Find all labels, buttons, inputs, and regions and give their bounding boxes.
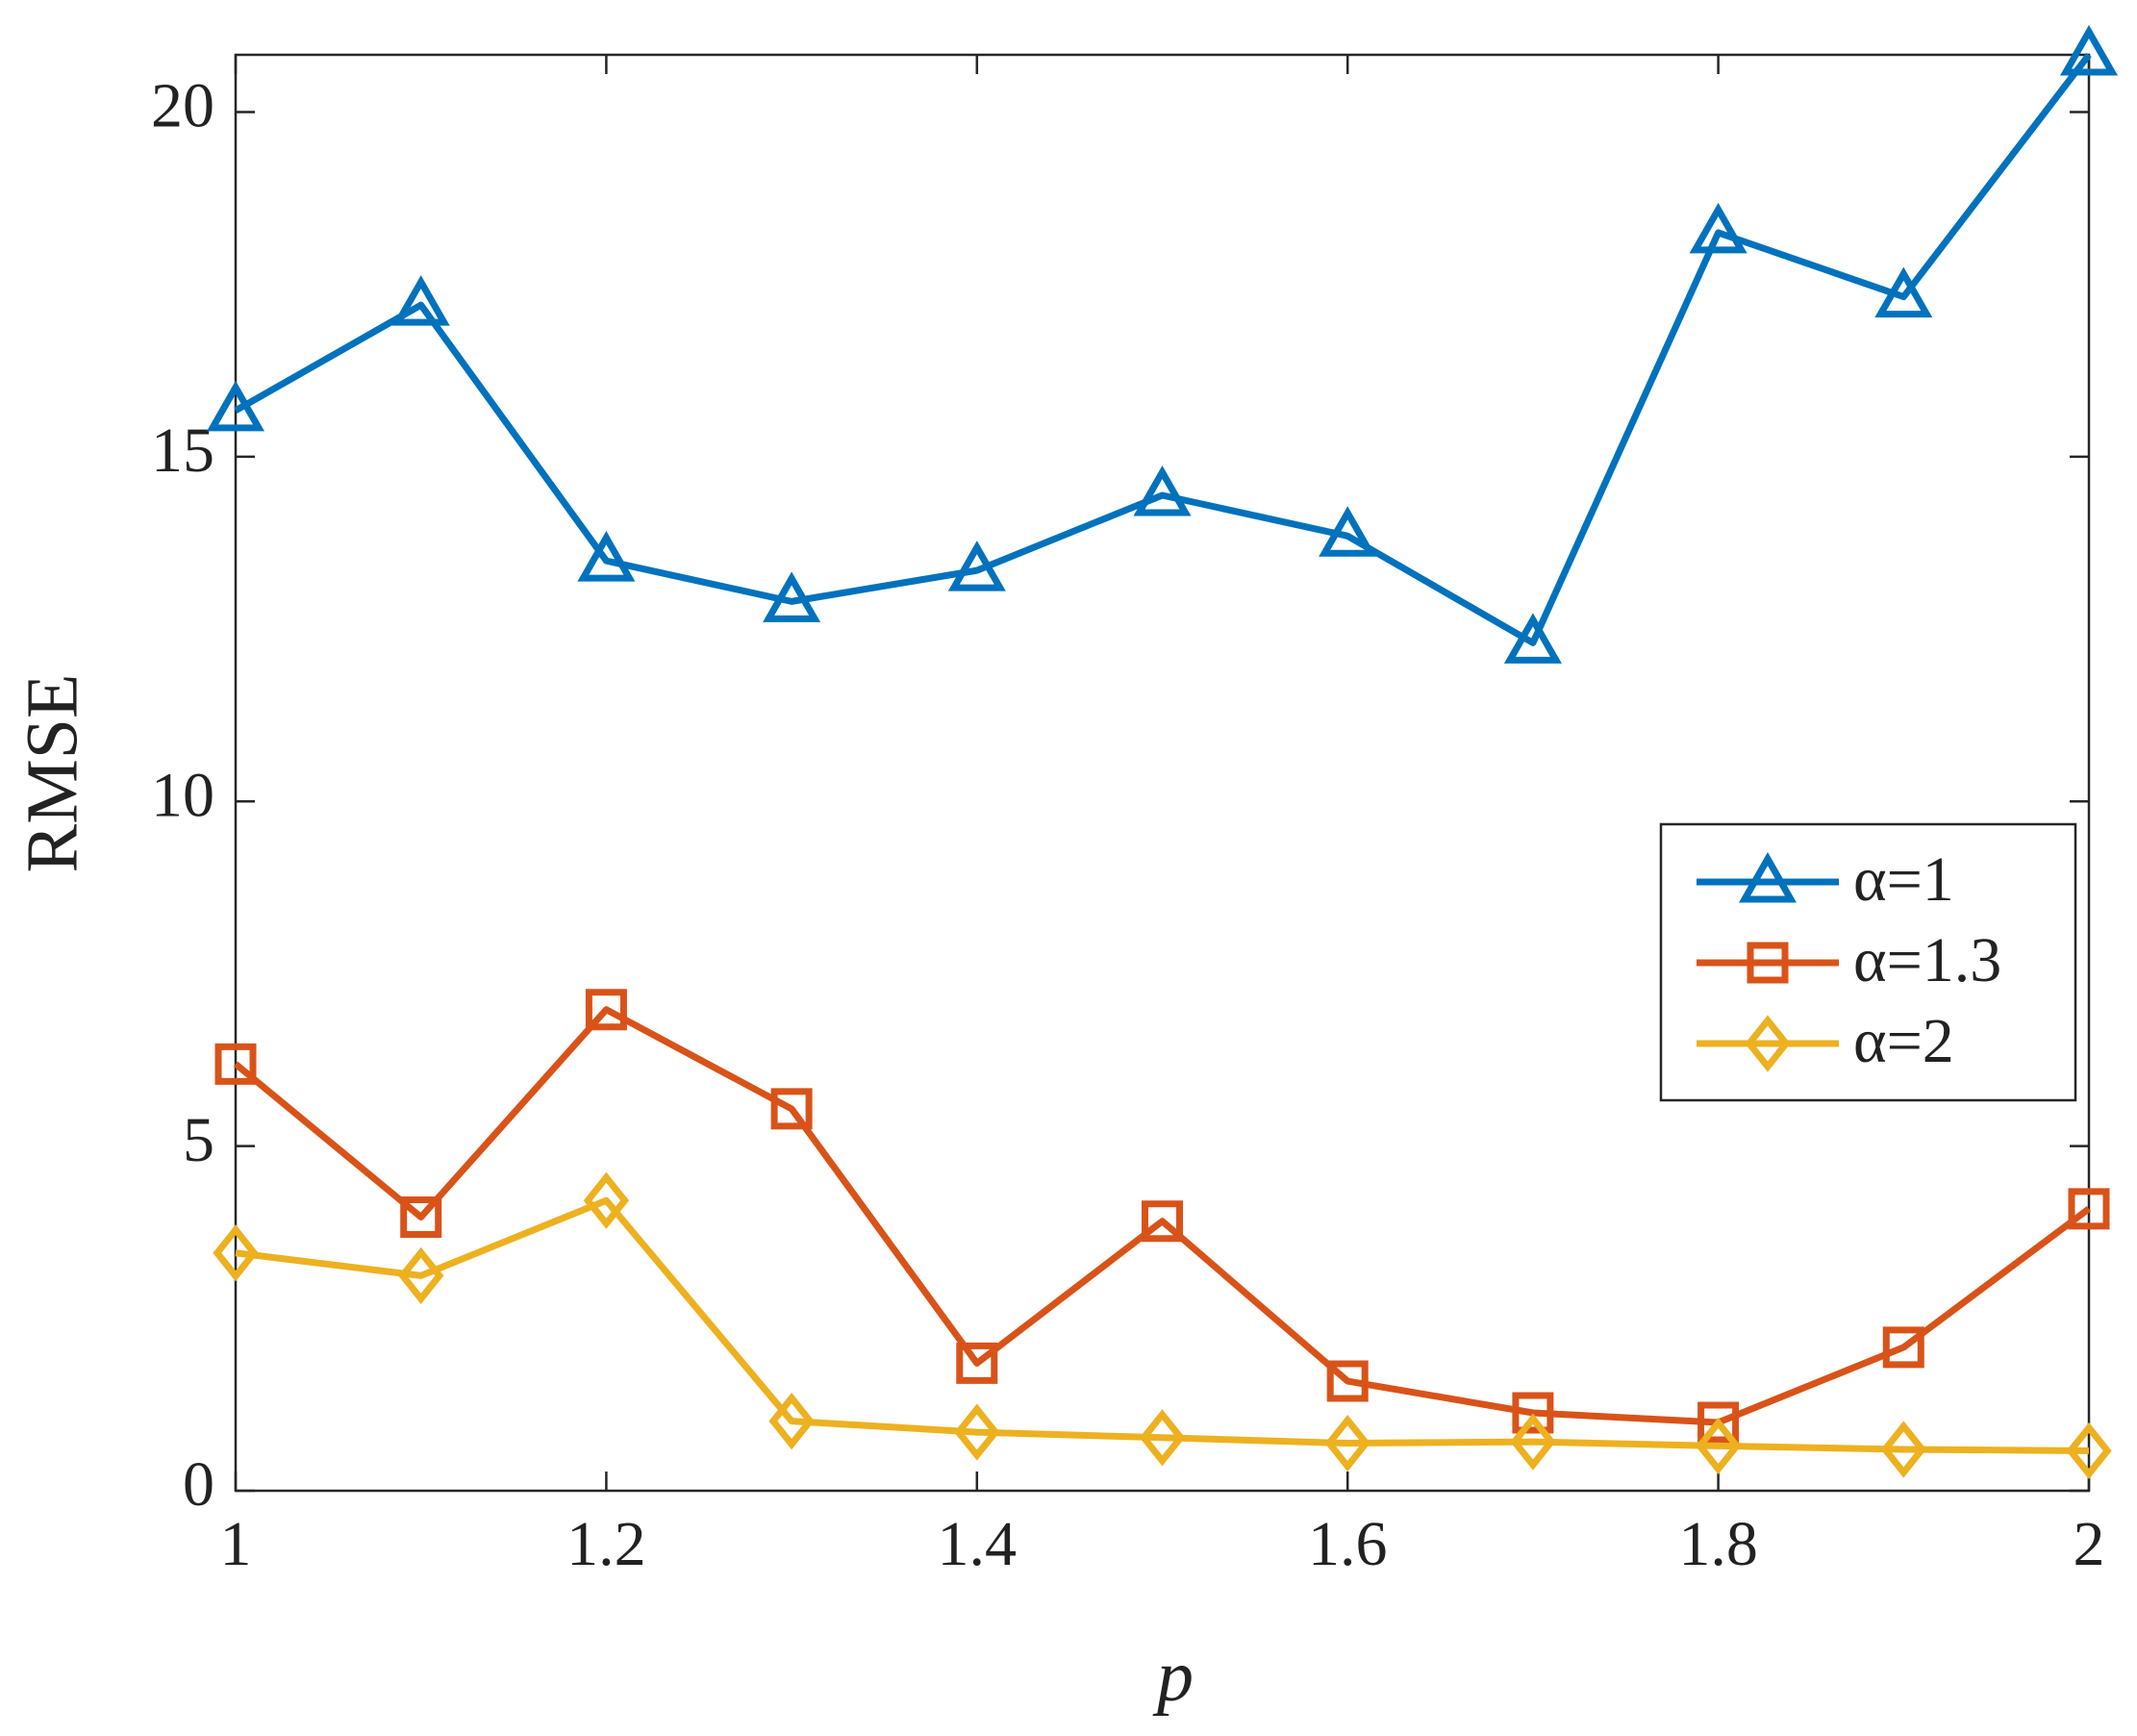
y-tick-label: 20 <box>151 71 214 141</box>
data-point <box>213 1224 259 1282</box>
x-tick-label: 1.6 <box>1308 1509 1388 1579</box>
data-point <box>763 571 821 622</box>
legend-marker <box>1738 851 1798 903</box>
data-point <box>1882 1326 1924 1369</box>
data-point <box>1695 1417 1742 1475</box>
series-line <box>234 52 2092 646</box>
x-tick-label: 2 <box>2074 1509 2105 1579</box>
data-point <box>1142 1200 1183 1243</box>
x-tick-label: 1.8 <box>1678 1509 1758 1579</box>
x-tick-label: 1.4 <box>938 1509 1018 1579</box>
legend-label: α=1 <box>1853 844 1954 915</box>
y-axis-label: RMSE <box>12 674 92 873</box>
data-point <box>2059 24 2119 76</box>
series-line <box>235 1196 2090 1454</box>
data-point <box>577 531 636 582</box>
data-point <box>583 1171 630 1229</box>
data-point <box>770 1088 813 1130</box>
data-point <box>1689 202 1747 254</box>
y-tick-label: 5 <box>183 1105 214 1175</box>
plot-area <box>234 53 2091 1493</box>
data-point <box>400 1195 442 1238</box>
data-point <box>1512 1392 1554 1434</box>
legend-label: α=1.3 <box>1853 925 2001 995</box>
data-point <box>206 380 265 432</box>
legend-label: α=2 <box>1853 1006 1954 1076</box>
data-point <box>1133 465 1192 516</box>
legend-marker <box>1745 1015 1791 1072</box>
data-point <box>768 1393 815 1450</box>
legend-marker <box>1747 942 1789 984</box>
data-point <box>391 275 450 326</box>
data-point <box>585 989 627 1031</box>
x-tick-label: 1 <box>220 1509 252 1579</box>
x-tick-label: 1.2 <box>566 1509 646 1579</box>
data-point <box>214 1043 257 1085</box>
data-point <box>2066 1422 2112 1480</box>
y-tick-label: 0 <box>183 1449 214 1520</box>
data-point <box>947 541 1006 591</box>
data-point <box>956 1342 998 1384</box>
data-point <box>1326 1360 1369 1402</box>
data-point <box>1139 1409 1186 1467</box>
data-point <box>1503 613 1562 664</box>
data-point <box>1319 506 1377 557</box>
data-point <box>398 1246 444 1304</box>
series-line <box>233 1006 2092 1426</box>
data-point <box>954 1403 1000 1461</box>
data-point <box>2068 1188 2110 1230</box>
data-point <box>1510 1413 1556 1471</box>
data-point <box>1874 266 1933 318</box>
x-axis-label: p <box>1152 1635 1194 1716</box>
data-point <box>1324 1414 1370 1472</box>
data-point <box>1880 1421 1926 1478</box>
y-tick-label: 15 <box>151 415 214 486</box>
y-tick-label: 10 <box>151 760 214 830</box>
